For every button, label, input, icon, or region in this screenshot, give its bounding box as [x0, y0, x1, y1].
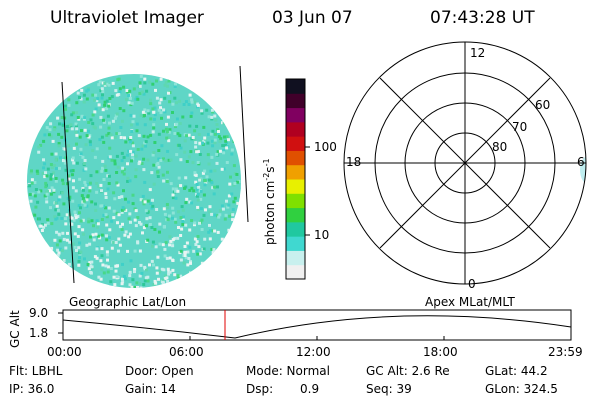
colorbar-segment — [286, 93, 305, 109]
mode-field: Mode: Normal — [246, 364, 330, 378]
glon-field: GLon: 324.5 — [485, 382, 558, 396]
filter-field: Flt: LBHL — [9, 364, 63, 378]
polar-label-18: 18 — [346, 155, 362, 169]
dsp-value: 0.9 — [300, 382, 320, 396]
colorbar-segment — [286, 207, 305, 223]
polar-label-70: 70 — [512, 120, 528, 134]
gc-alt-axis-label: GC Alt — [8, 310, 22, 348]
imager-disk — [27, 65, 249, 288]
glat-field: GLat: 44.2 — [485, 364, 548, 378]
geographic-caption: Geographic Lat/Lon — [69, 295, 187, 309]
colorbar-segment — [286, 250, 305, 266]
y-max-label: 9.0 — [29, 306, 49, 320]
colorbar-segment — [286, 107, 305, 123]
gc-alt-field: GC Alt: 2.6 Re — [366, 364, 450, 378]
instrument-title: Ultraviolet Imager — [50, 8, 204, 28]
dsp-label: Dsp: — [246, 382, 274, 396]
time-label: 07:43:28 UT — [430, 8, 535, 28]
altitude-curve — [62, 315, 572, 339]
ip-field: IP: 36.0 — [9, 382, 55, 396]
altitude-plot — [58, 309, 572, 341]
gain-field: Gain: 14 — [125, 382, 176, 396]
colorbar-segment — [286, 264, 305, 280]
apex-caption: Apex MLat/MLT — [425, 295, 515, 309]
polar-label-12: 12 — [470, 46, 486, 60]
colorbar-segment — [286, 221, 305, 237]
colorbar-segment — [286, 79, 305, 94]
colorbar-segment — [286, 164, 305, 180]
polar-label-0: 0 — [468, 277, 476, 291]
colorbar — [285, 78, 310, 280]
colorbar-segment — [286, 179, 305, 194]
x-tick-2359: 23:59 — [548, 345, 583, 359]
door-field: Door: Open — [125, 364, 194, 378]
polar-grid — [343, 41, 587, 285]
y-min-label: 1.8 — [29, 326, 49, 340]
x-tick-1200: 12:00 — [296, 345, 331, 359]
polar-label-80: 80 — [492, 140, 508, 154]
colorbar-tick-100: 100 — [314, 140, 337, 154]
polar-label-60: 60 — [535, 98, 551, 112]
seq-field: Seq: 39 — [366, 382, 412, 396]
colorbar-segment — [286, 236, 305, 251]
terminator-line-left — [61, 81, 75, 284]
x-tick-1800: 18:00 — [423, 345, 458, 359]
colorbar-segment — [286, 121, 305, 137]
colorbar-units: photon cm-2s-1 — [262, 158, 277, 245]
x-tick-0600: 06:00 — [169, 345, 204, 359]
date-label: 03 Jun 07 — [272, 8, 353, 28]
colorbar-segment — [286, 150, 305, 166]
colorbar-segment — [286, 193, 305, 209]
terminator-line-right — [239, 65, 249, 223]
colorbar-tick-10: 10 — [314, 228, 330, 242]
x-tick-0000: 00:00 — [47, 345, 82, 359]
polar-label-6: 6 — [577, 155, 585, 169]
colorbar-segment — [286, 136, 305, 151]
